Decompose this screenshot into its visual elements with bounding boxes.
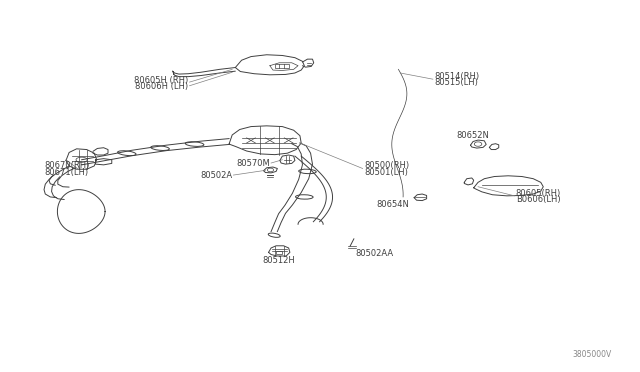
Text: 80502AA: 80502AA xyxy=(355,249,393,258)
Text: B0606(LH): B0606(LH) xyxy=(516,195,560,204)
Text: 80514(RH): 80514(RH) xyxy=(434,72,479,81)
Text: 80605(RH): 80605(RH) xyxy=(516,189,561,198)
Text: 80502A: 80502A xyxy=(200,171,232,180)
Text: 80515(LH): 80515(LH) xyxy=(434,78,478,87)
Text: 80500(RH): 80500(RH) xyxy=(364,161,409,170)
Text: 3805000V: 3805000V xyxy=(572,350,612,359)
Text: 80654N: 80654N xyxy=(376,201,410,209)
Text: 80606H (LH): 80606H (LH) xyxy=(135,82,188,91)
Text: 80501(LH): 80501(LH) xyxy=(364,168,408,177)
Text: 80512H: 80512H xyxy=(263,256,296,265)
Text: 80570M: 80570M xyxy=(236,158,270,167)
Text: 80670(RH): 80670(RH) xyxy=(44,161,90,170)
Text: 80652N: 80652N xyxy=(457,131,490,140)
Text: 80605H (RH): 80605H (RH) xyxy=(134,76,188,85)
Text: 80671(LH): 80671(LH) xyxy=(44,168,88,177)
